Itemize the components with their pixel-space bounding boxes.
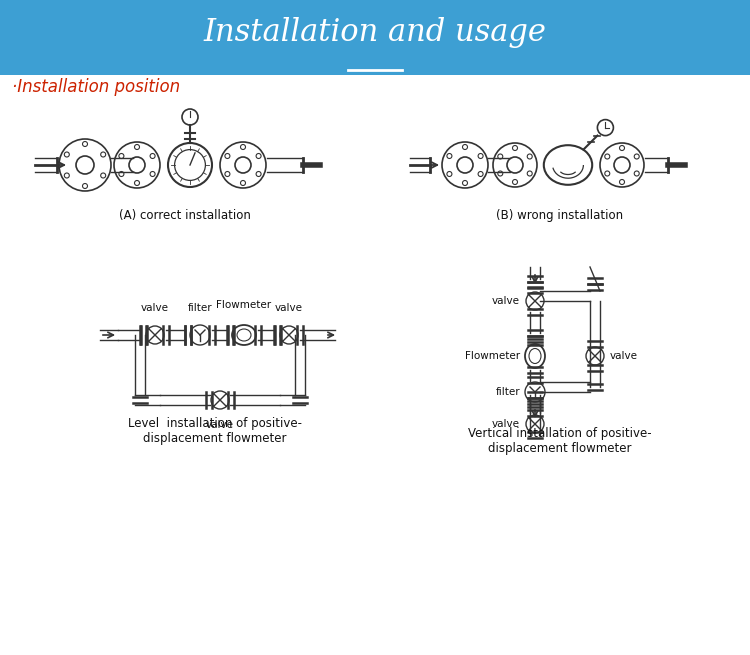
Text: Flowmeter: Flowmeter	[217, 300, 272, 310]
Text: (B) wrong installation: (B) wrong installation	[496, 208, 623, 221]
Text: Installation and usage: Installation and usage	[203, 18, 547, 48]
Polygon shape	[0, 0, 750, 75]
Text: valve: valve	[610, 351, 638, 361]
Text: Vertical installation of positive-
displacement flowmeter: Vertical installation of positive- displ…	[468, 427, 652, 455]
Text: valve: valve	[492, 419, 520, 429]
Text: valve: valve	[492, 296, 520, 306]
Text: valve: valve	[275, 303, 303, 313]
Text: filter: filter	[495, 387, 520, 397]
Text: valve: valve	[141, 303, 169, 313]
Text: filter: filter	[188, 303, 212, 313]
Text: (A) correct installation: (A) correct installation	[119, 208, 251, 221]
Text: ·Installation position: ·Installation position	[12, 78, 180, 96]
Text: Flowmeter: Flowmeter	[465, 351, 520, 361]
Text: Level  installation of positive-
displacement flowmeter: Level installation of positive- displace…	[128, 417, 302, 445]
Text: valve: valve	[206, 420, 234, 430]
